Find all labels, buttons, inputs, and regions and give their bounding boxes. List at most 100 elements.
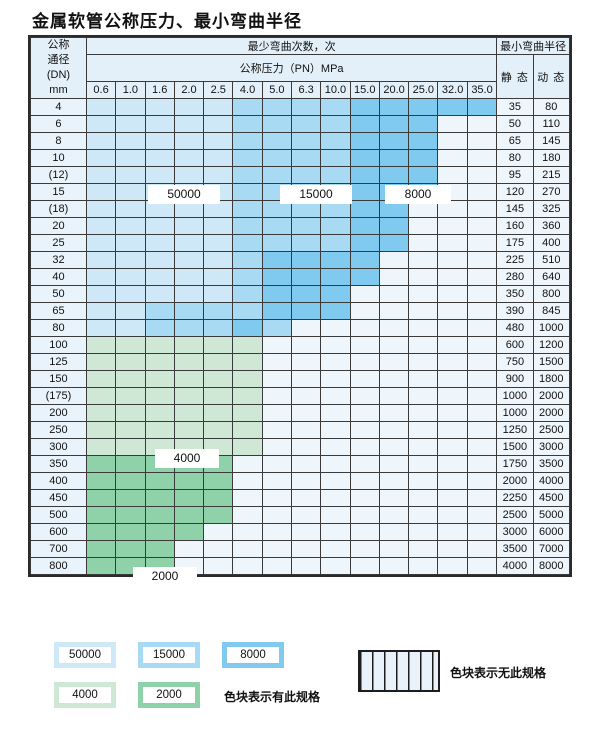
cell-spec bbox=[261, 421, 293, 439]
cell-spec bbox=[290, 251, 322, 269]
cell-spec bbox=[232, 489, 263, 507]
cell-spec bbox=[437, 540, 468, 558]
cell-spec bbox=[203, 370, 234, 388]
legend-no-spec-text: 色块表示无此规格 bbox=[450, 666, 547, 680]
cell-spec bbox=[173, 251, 205, 269]
cell-spec bbox=[115, 540, 146, 558]
cell-static-radius: 1500 bbox=[496, 438, 534, 456]
cell-spec bbox=[349, 285, 380, 303]
legend-no-spec-swatch bbox=[358, 650, 440, 692]
cell-static-radius: 1250 bbox=[496, 421, 534, 439]
cell-spec bbox=[378, 319, 410, 337]
cell-spec bbox=[408, 370, 439, 388]
cell-spec bbox=[378, 472, 410, 490]
cell-spec bbox=[437, 387, 468, 405]
cell-spec bbox=[466, 285, 498, 303]
cell-spec bbox=[320, 489, 351, 507]
legend-swatch-8000: 8000 bbox=[222, 642, 284, 668]
cell-static-radius: 225 bbox=[496, 251, 534, 269]
cell-spec bbox=[115, 523, 146, 541]
cell-spec bbox=[261, 302, 293, 320]
cell-spec bbox=[144, 370, 175, 388]
cell-spec bbox=[232, 183, 263, 201]
cell-spec bbox=[349, 115, 380, 133]
cell-spec bbox=[261, 523, 293, 541]
cell-spec bbox=[320, 336, 351, 354]
cell-spec bbox=[349, 166, 380, 184]
cell-spec bbox=[261, 285, 293, 303]
cell-dn: 300 bbox=[30, 438, 87, 456]
cell-spec bbox=[144, 540, 175, 558]
cell-spec bbox=[203, 302, 234, 320]
cell-spec bbox=[144, 149, 175, 167]
cell-spec bbox=[115, 370, 146, 388]
legend-swatch-label: 15000 bbox=[143, 647, 195, 663]
legend-swatch-4000: 4000 bbox=[54, 682, 116, 708]
header-min-radius: 最小弯曲半径 bbox=[496, 37, 570, 55]
cell-spec bbox=[115, 302, 146, 320]
cell-spec bbox=[85, 268, 117, 286]
cell-spec bbox=[115, 404, 146, 422]
cell-spec bbox=[203, 166, 234, 184]
table-row: 40 280 640 bbox=[30, 268, 571, 286]
cell-spec bbox=[437, 336, 468, 354]
cell-spec bbox=[232, 319, 263, 337]
cell-spec bbox=[466, 234, 498, 252]
cell-spec bbox=[173, 302, 205, 320]
cell-spec bbox=[144, 489, 175, 507]
cell-spec bbox=[378, 557, 410, 575]
cell-spec bbox=[85, 149, 117, 167]
cell-spec bbox=[408, 234, 439, 252]
cell-spec bbox=[261, 234, 293, 252]
cell-spec bbox=[320, 540, 351, 558]
cell-spec bbox=[144, 506, 175, 524]
header-static: 静 态 bbox=[496, 54, 534, 99]
cell-spec bbox=[320, 98, 351, 116]
cell-spec bbox=[290, 506, 322, 524]
cell-spec bbox=[232, 540, 263, 558]
cell-spec bbox=[173, 217, 205, 235]
cell-spec bbox=[437, 98, 468, 116]
cell-spec bbox=[408, 455, 439, 473]
header-dn-line-3: (DN) bbox=[46, 69, 71, 81]
cell-dynamic-radius: 800 bbox=[532, 285, 571, 303]
cell-spec bbox=[261, 149, 293, 167]
cell-spec bbox=[378, 285, 410, 303]
cell-static-radius: 35 bbox=[496, 98, 534, 116]
cell-dn: 20 bbox=[30, 217, 87, 235]
cell-spec bbox=[466, 557, 498, 575]
cell-spec bbox=[437, 506, 468, 524]
cell-spec bbox=[261, 506, 293, 524]
cell-spec bbox=[115, 455, 146, 473]
cell-spec bbox=[85, 166, 117, 184]
cell-dn: 100 bbox=[30, 336, 87, 354]
cell-dn: 450 bbox=[30, 489, 87, 507]
cell-spec bbox=[349, 506, 380, 524]
cell-spec bbox=[290, 285, 322, 303]
cell-spec bbox=[261, 251, 293, 269]
legend-swatch-label: 4000 bbox=[59, 687, 111, 703]
cell-spec bbox=[408, 149, 439, 167]
cell-spec bbox=[437, 115, 468, 133]
header-pressure-col-7: 6.3 bbox=[290, 81, 322, 99]
cell-dynamic-radius: 400 bbox=[532, 234, 571, 252]
cell-spec bbox=[290, 98, 322, 116]
cell-dn: (175) bbox=[30, 387, 87, 405]
legend-swatch-label: 2000 bbox=[143, 687, 195, 703]
cell-spec bbox=[408, 302, 439, 320]
cell-static-radius: 65 bbox=[496, 132, 534, 150]
cell-spec bbox=[320, 455, 351, 473]
cell-dynamic-radius: 3000 bbox=[532, 438, 571, 456]
cell-spec bbox=[144, 285, 175, 303]
cell-spec bbox=[85, 115, 117, 133]
cell-spec bbox=[115, 98, 146, 116]
cell-dynamic-radius: 1500 bbox=[532, 353, 571, 371]
header-pressure-col-2: 1.6 bbox=[144, 81, 175, 99]
table-row: 150 900 1800 bbox=[30, 370, 571, 388]
cell-spec bbox=[144, 472, 175, 490]
cell-spec bbox=[466, 217, 498, 235]
cell-spec bbox=[408, 217, 439, 235]
cell-spec bbox=[232, 421, 263, 439]
cell-spec bbox=[144, 523, 175, 541]
cell-spec bbox=[173, 370, 205, 388]
